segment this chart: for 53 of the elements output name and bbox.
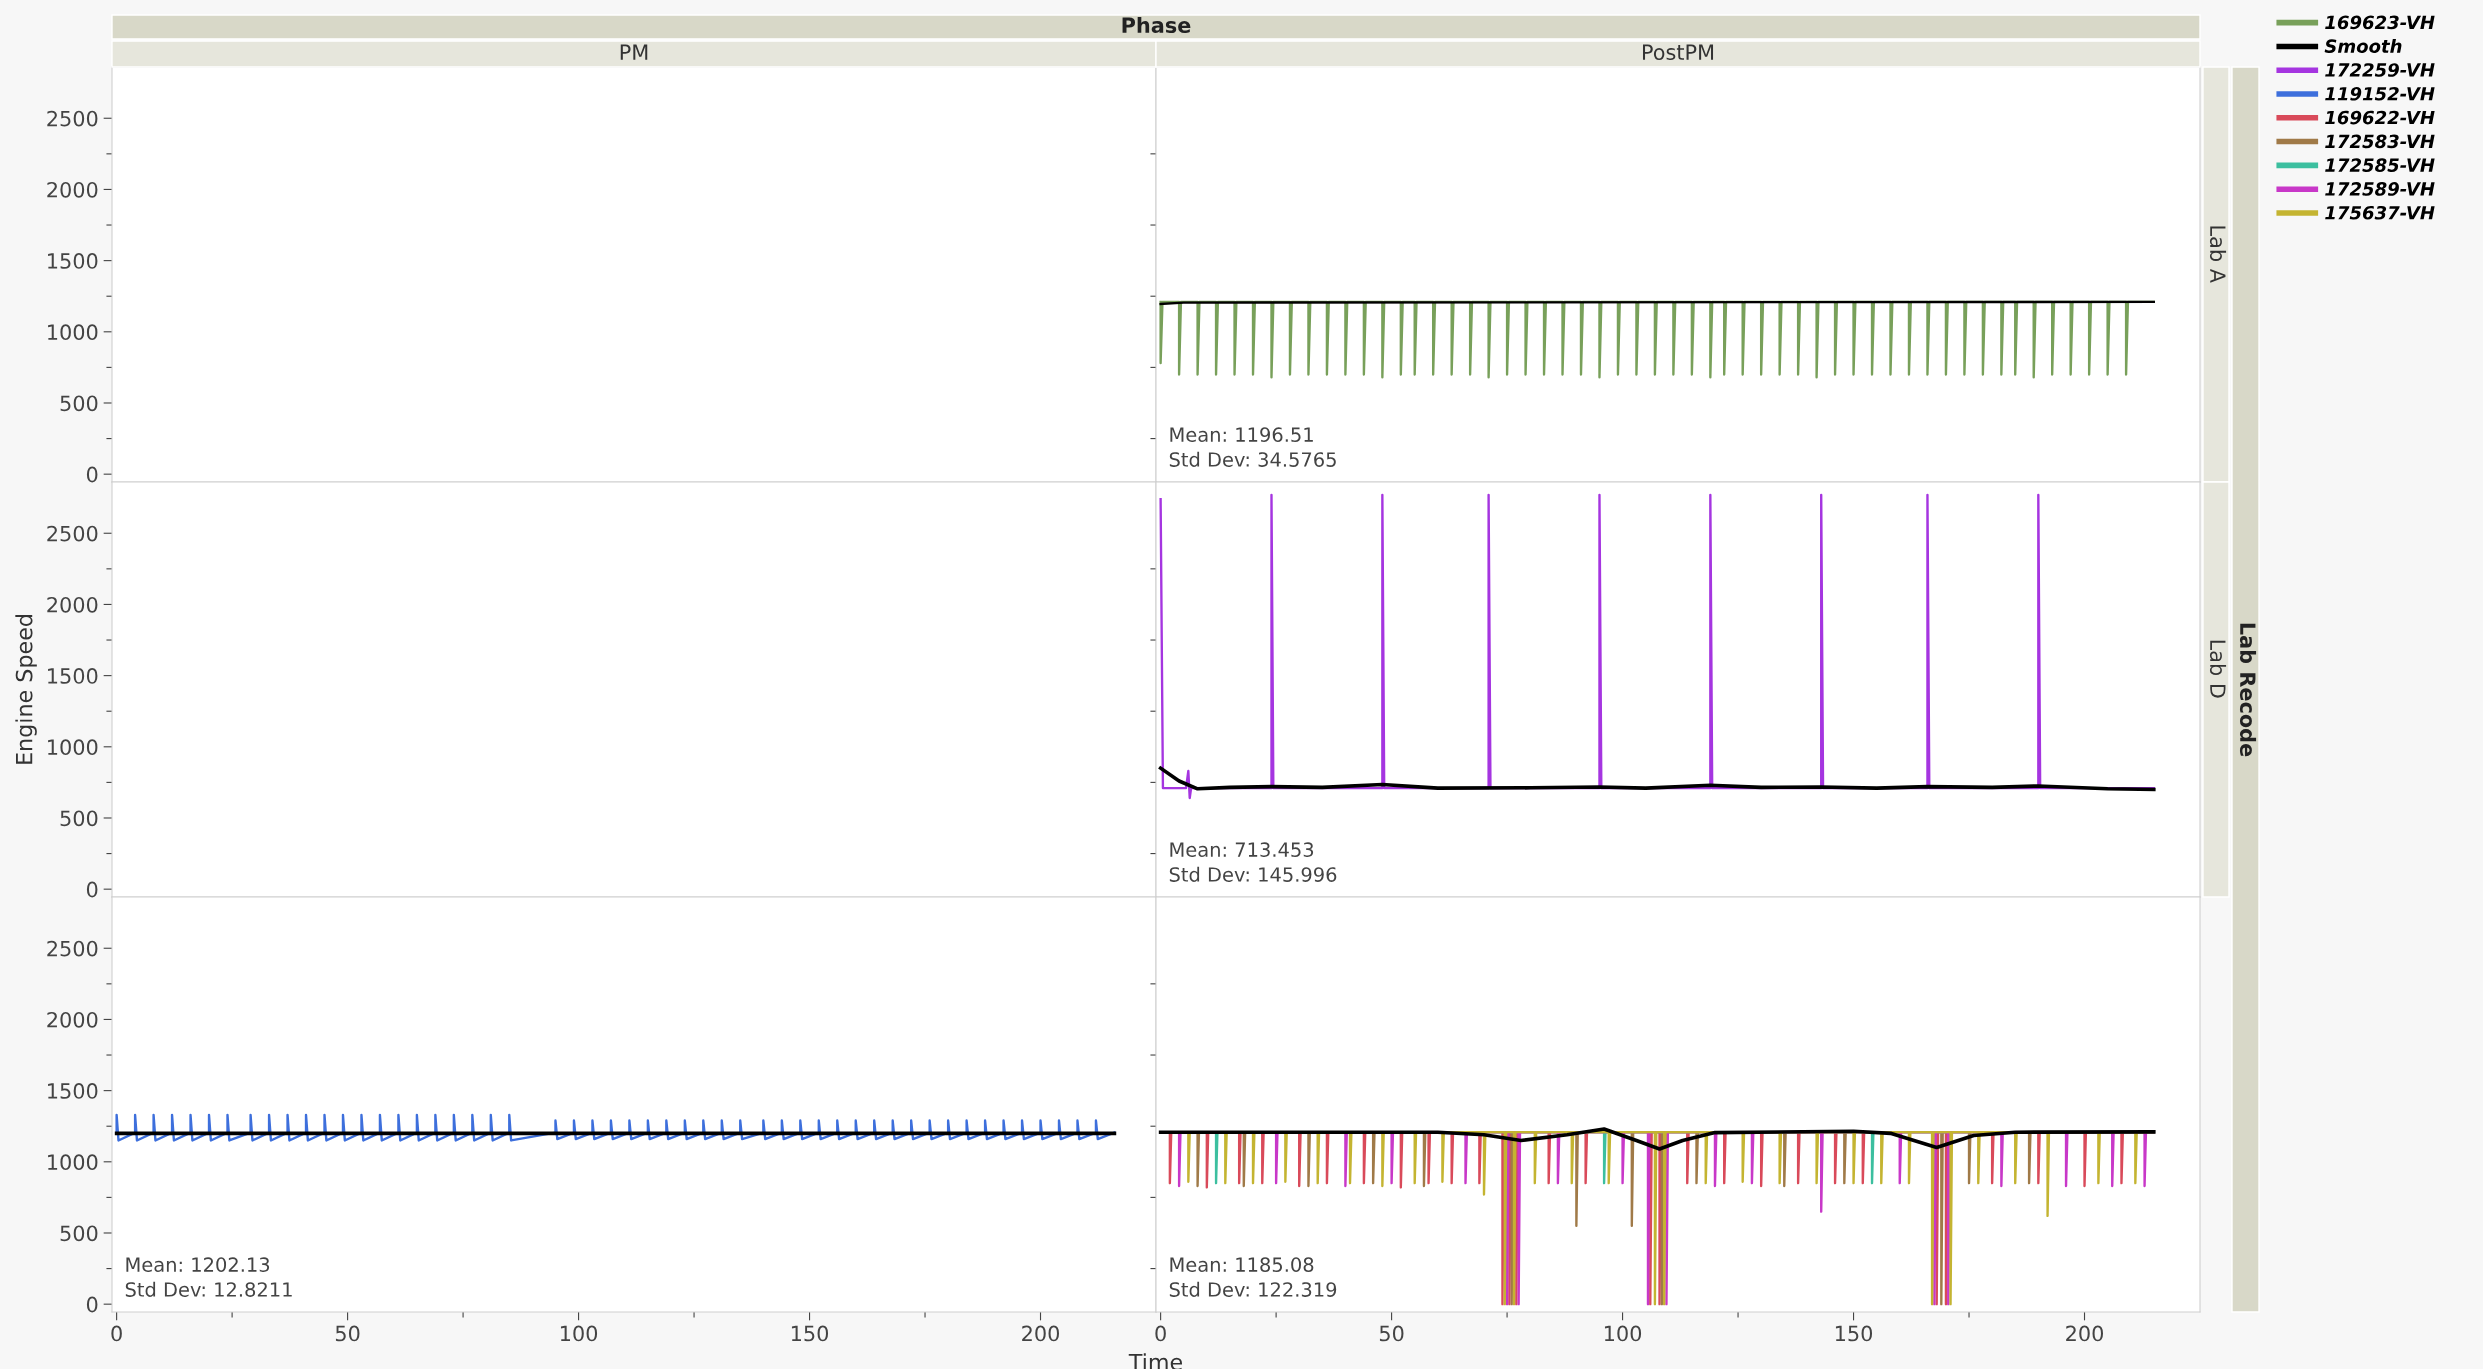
chart-subtitle: Phase (1122, 16, 1191, 34)
annotation: Mean: 1202.13 (126, 1257, 270, 1272)
y-tick-label: 0 (86, 466, 98, 483)
x-tick-label: 200 (1022, 1325, 1060, 1342)
x-tick-label: 50 (1379, 1325, 1404, 1342)
legend-label: 172589-VH (2325, 182, 2435, 196)
y-axis-title: Lab D (2209, 640, 2227, 698)
y-tick-label: 2500 (47, 525, 98, 542)
legend-label: 175637-VH (2325, 205, 2435, 220)
annotation: Std Dev: 145.996 (1169, 866, 1337, 882)
legend-label: 119152-VH (2325, 86, 2435, 101)
x-tick-label: 200 (2066, 1325, 2104, 1342)
y2-axis-title: Lab Recode (2239, 623, 2257, 757)
x-tick-label: 0 (1155, 1325, 1166, 1342)
y-axis-title: Engine Speed (15, 615, 37, 764)
y-tick-label: 1500 (48, 668, 98, 684)
x-tick-label: 150 (1835, 1325, 1873, 1342)
y-tick-label: 2000 (47, 596, 98, 613)
y-tick-label: 2500 (47, 940, 98, 957)
line-series (115, 1113, 1116, 1142)
annotation: Mean: 1185.08 (1170, 1257, 1314, 1272)
y-tick-label: 2500 (47, 110, 98, 127)
y-tick-label: 1000 (48, 1154, 98, 1171)
x-tick-label: 100 (560, 1325, 598, 1342)
x-tick-label: 150 (791, 1325, 829, 1342)
y-tick-label: 0 (86, 1296, 98, 1313)
annotation: Std Dev: 12.8211 (125, 1281, 292, 1297)
legend-label: 172585-VH (2325, 158, 2435, 172)
y-tick-label: 2000 (47, 181, 98, 198)
y-tick-label: 0 (86, 881, 98, 898)
y-axis-title: Lab A (2209, 226, 2227, 283)
x-tick-label: 50 (335, 1325, 360, 1342)
y-tick-label: 500 (60, 810, 98, 827)
y-tick-label: 1500 (48, 1083, 98, 1099)
annotation: Mean: 1196.51 (1170, 427, 1313, 442)
legend-label: 172259-VH (2325, 63, 2435, 77)
y-tick-label: 1500 (48, 253, 98, 269)
annotation: Std Dev: 34.5765 (1169, 451, 1336, 467)
y-tick-label: 500 (60, 1225, 98, 1242)
y-tick-label: 2000 (47, 1011, 98, 1028)
x-tick-label: 100 (1604, 1325, 1642, 1342)
annotation: Mean: 713.453 (1170, 842, 1314, 857)
y-tick-label: 1000 (48, 739, 98, 756)
chart-title: PostPM (1642, 44, 1714, 61)
y-tick-label: 500 (60, 395, 98, 412)
chart-title: PM (620, 44, 648, 60)
y-tick-label: 1000 (48, 324, 98, 341)
legend-label: 169623-VH (2325, 15, 2435, 30)
x-tick-label: 0 (111, 1325, 122, 1342)
legend-label: Smooth (2324, 39, 2402, 53)
legend-label: 172583-VH (2325, 134, 2435, 149)
annotation: Std Dev: 122.319 (1169, 1281, 1337, 1297)
legend-label: 169622-VH (2325, 110, 2435, 125)
